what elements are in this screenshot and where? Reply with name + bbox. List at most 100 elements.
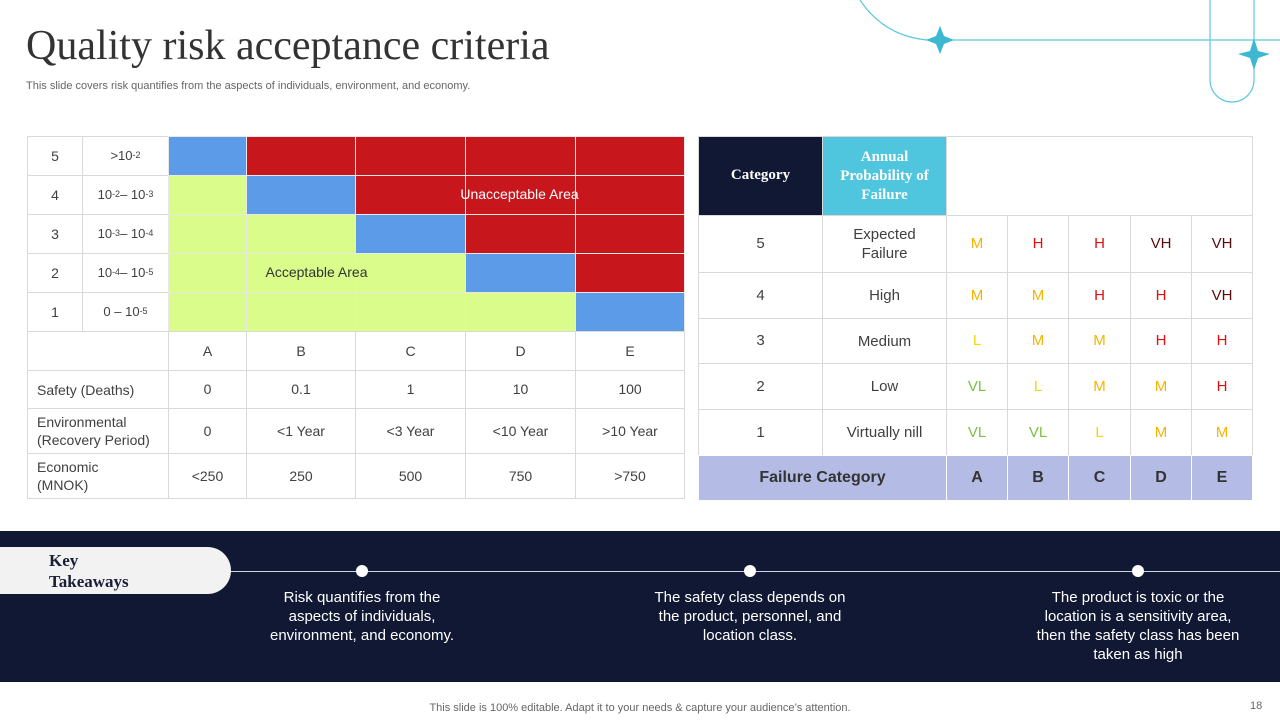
exponent: -3 <box>145 189 154 200</box>
category: High <box>822 272 947 319</box>
rating: VH <box>1130 215 1192 273</box>
level: 1 <box>698 409 823 456</box>
risk-cell <box>465 292 576 332</box>
exponent: -4 <box>112 267 121 278</box>
title: Quality risk acceptance criteria <box>26 23 550 69</box>
takeaway-text: The product is toxic or the location is … <box>1036 589 1240 663</box>
area-label: Acceptable Area <box>265 264 368 280</box>
category: Expected Failure <box>822 215 947 273</box>
rating: H <box>1068 215 1131 273</box>
impact-label: Environmental (Recovery Period) <box>27 408 169 454</box>
risk-cell <box>246 214 356 254</box>
range-text: 10 <box>97 225 113 241</box>
impact-value: 100 <box>575 370 685 409</box>
rating: H <box>1130 318 1192 364</box>
rating: L <box>1007 363 1069 410</box>
risk-cell <box>168 136 247 176</box>
risk-cell <box>246 175 356 215</box>
impact-value: 10 <box>465 370 576 409</box>
risk-cell <box>465 136 576 176</box>
label-line: (MNOK) <box>37 477 89 493</box>
header-cell: Category <box>698 136 823 216</box>
risk-cell <box>465 253 576 293</box>
level: 1 <box>27 292 83 332</box>
exponent: -2 <box>112 189 121 200</box>
timeline-dot <box>356 565 368 577</box>
impact-label: Economic (MNOK) <box>27 453 169 499</box>
footer-column: A <box>946 455 1008 501</box>
risk-cell <box>355 175 466 215</box>
risk-cell <box>575 253 685 293</box>
rating: M <box>1068 363 1131 410</box>
column-label: B <box>246 331 356 371</box>
risk-cell <box>465 214 576 254</box>
rating: M <box>946 272 1008 319</box>
header-cell: Annual Probability of Failure <box>822 136 947 216</box>
range: 0 – 10 -5 <box>82 292 169 332</box>
impact-value: <10 Year <box>465 408 576 454</box>
risk-cell <box>246 136 356 176</box>
level: 4 <box>698 272 823 319</box>
level: 3 <box>698 318 823 364</box>
range-text: – 10 <box>120 225 146 241</box>
category: Virtually nill <box>822 409 947 456</box>
rating: M <box>1007 272 1069 319</box>
impact-value: 750 <box>465 453 576 499</box>
rating: VL <box>946 363 1008 410</box>
page-number: 18 <box>1250 700 1263 712</box>
rating: H <box>1007 215 1069 273</box>
range-text: 10 <box>97 264 113 280</box>
rating: M <box>1130 409 1192 456</box>
rating: VL <box>1007 409 1069 456</box>
range-text: – 10 <box>120 264 146 280</box>
rating: L <box>946 318 1008 364</box>
exponent: -5 <box>139 306 148 317</box>
blank-cell <box>946 136 1253 216</box>
exponent: -3 <box>112 228 121 239</box>
impact-value: >10 Year <box>575 408 685 454</box>
exponent: -2 <box>132 150 141 161</box>
risk-cell <box>168 214 247 254</box>
level: 5 <box>27 136 83 176</box>
range-text: 10 <box>97 186 113 202</box>
heading-text: Key Takeaways <box>49 551 129 591</box>
decoration <box>859 0 1280 103</box>
rating: VH <box>1191 215 1253 273</box>
impact-value: 0.1 <box>246 370 356 409</box>
takeaway-text: The safety class depends on the product,… <box>654 589 846 644</box>
range: >10 -2 <box>82 136 169 176</box>
level: 2 <box>27 253 83 293</box>
range: 10 -2 – 10 -3 <box>82 175 169 215</box>
rating: H <box>1191 363 1253 410</box>
takeaways-heading: Key Takeaways <box>0 547 231 594</box>
level: 4 <box>27 175 83 215</box>
label-line: Safety (Deaths) <box>37 381 135 398</box>
rating: H <box>1191 318 1253 364</box>
exponent: -5 <box>145 267 154 278</box>
rating: L <box>1068 409 1131 456</box>
column-label: A <box>168 331 247 371</box>
footer-column: C <box>1068 455 1131 501</box>
rating: VH <box>1191 272 1253 319</box>
footer-column: E <box>1191 455 1253 501</box>
rating: M <box>1191 409 1253 456</box>
impact-value: 0 <box>168 408 247 454</box>
label-line: Economic <box>37 459 99 475</box>
rating: H <box>1068 272 1131 319</box>
risk-cell <box>246 292 356 332</box>
impact-value: <1 Year <box>246 408 356 454</box>
label-line: Environmental <box>37 414 127 430</box>
category: Medium <box>822 318 947 364</box>
rating: VL <box>946 409 1008 456</box>
label-line: (Recovery Period) <box>37 432 150 448</box>
range: 10 -4 – 10 -5 <box>82 253 169 293</box>
footer-column: D <box>1130 455 1192 501</box>
impact-value: 1 <box>355 370 466 409</box>
rating: M <box>1007 318 1069 364</box>
rating: M <box>1130 363 1192 410</box>
rating: M <box>946 215 1008 273</box>
risk-cell <box>575 214 685 254</box>
rating: H <box>1130 272 1192 319</box>
risk-cell <box>168 175 247 215</box>
